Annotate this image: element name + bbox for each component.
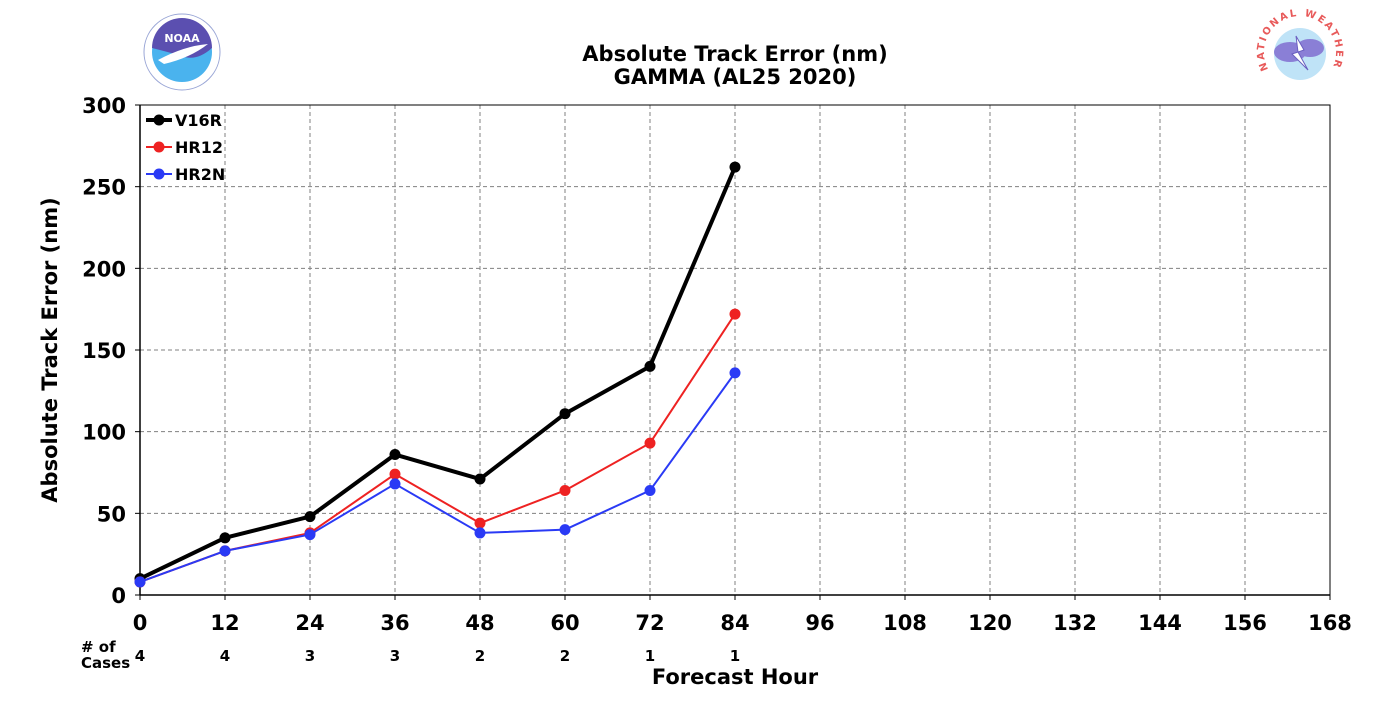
chart-title: Absolute Track Error (nm) bbox=[582, 42, 887, 66]
data-point bbox=[219, 545, 231, 557]
case-count: 4 bbox=[220, 647, 230, 665]
series-line bbox=[139, 313, 736, 583]
x-tick-label: 108 bbox=[883, 611, 927, 635]
legend-marker bbox=[153, 168, 165, 180]
data-point bbox=[389, 468, 401, 480]
data-point bbox=[559, 408, 571, 420]
data-point bbox=[559, 484, 571, 496]
x-axis-label: Forecast Hour bbox=[652, 665, 819, 689]
x-tick-label: 132 bbox=[1053, 611, 1097, 635]
x-tick-label: 60 bbox=[550, 611, 579, 635]
x-tick-label: 72 bbox=[635, 611, 664, 635]
noaa-logo-icon: NOAA bbox=[143, 13, 221, 91]
case-count: 1 bbox=[645, 647, 655, 665]
cases-label-line2: Cases bbox=[81, 654, 130, 672]
case-count: 4 bbox=[135, 647, 145, 665]
x-tick-label: 84 bbox=[720, 611, 749, 635]
y-axis-label: Absolute Track Error (nm) bbox=[38, 197, 62, 502]
x-tick-label: 12 bbox=[210, 611, 239, 635]
x-tick-label: 168 bbox=[1308, 611, 1352, 635]
x-tick-label: 36 bbox=[380, 611, 409, 635]
data-point bbox=[644, 360, 656, 372]
legend-label: V16R bbox=[175, 111, 222, 130]
tick-labels: 0 12 24 36 48 60 72 84 96 108 120 132 144 156 168 0 50 10… bbox=[82, 94, 1352, 635]
x-tick-label: 156 bbox=[1223, 611, 1267, 635]
series-line bbox=[139, 372, 736, 583]
x-tick-label: 120 bbox=[968, 611, 1012, 635]
grid-lines bbox=[140, 105, 1330, 595]
data-point bbox=[389, 449, 401, 461]
case-count: 2 bbox=[475, 647, 485, 665]
y-tick-label: 150 bbox=[82, 339, 126, 363]
case-count: 3 bbox=[390, 647, 400, 665]
data-point bbox=[389, 478, 401, 490]
legend-label: HR2N bbox=[175, 165, 225, 184]
series-hr2n bbox=[134, 367, 741, 588]
chart-subtitle: GAMMA (AL25 2020) bbox=[614, 65, 857, 89]
legend-item-hr2n: HR2N bbox=[146, 165, 225, 184]
legend-label: HR12 bbox=[175, 138, 223, 157]
y-tick-label: 250 bbox=[82, 176, 126, 200]
cases-row: 4 4 3 3 2 2 1 1 bbox=[135, 647, 740, 665]
data-point bbox=[729, 367, 741, 379]
data-point bbox=[134, 576, 146, 588]
y-tick-label: 50 bbox=[97, 502, 126, 526]
data-point bbox=[474, 473, 486, 485]
x-tick-label: 48 bbox=[465, 611, 494, 635]
case-count: 1 bbox=[730, 647, 740, 665]
cases-label-line1: # of bbox=[81, 638, 116, 656]
case-count: 3 bbox=[305, 647, 315, 665]
y-tick-label: 300 bbox=[82, 94, 126, 118]
legend-item-v16r: V16R bbox=[146, 111, 222, 130]
x-tick-label: 96 bbox=[805, 611, 834, 635]
x-tick-label: 24 bbox=[295, 611, 324, 635]
legend: V16R HR12 HR2N bbox=[146, 111, 225, 184]
data-point bbox=[729, 308, 741, 320]
y-tick-label: 100 bbox=[82, 421, 126, 445]
data-point bbox=[474, 517, 486, 529]
series-lines bbox=[134, 161, 741, 588]
data-point bbox=[304, 511, 316, 523]
legend-marker bbox=[153, 141, 165, 153]
data-point bbox=[729, 161, 741, 173]
legend-marker bbox=[153, 114, 165, 126]
data-point bbox=[474, 527, 486, 539]
noaa-logo-text: NOAA bbox=[164, 32, 200, 45]
series-line bbox=[139, 166, 737, 581]
y-tick-label: 200 bbox=[82, 257, 126, 281]
case-count: 2 bbox=[560, 647, 570, 665]
data-point bbox=[644, 437, 656, 449]
data-point bbox=[304, 529, 316, 541]
x-tick-label: 144 bbox=[1138, 611, 1182, 635]
legend-item-hr12: HR12 bbox=[146, 138, 223, 157]
data-point bbox=[219, 532, 231, 544]
y-tick-label: 0 bbox=[111, 584, 126, 608]
data-point bbox=[644, 484, 656, 496]
data-point bbox=[559, 524, 571, 536]
x-tick-label: 0 bbox=[133, 611, 148, 635]
